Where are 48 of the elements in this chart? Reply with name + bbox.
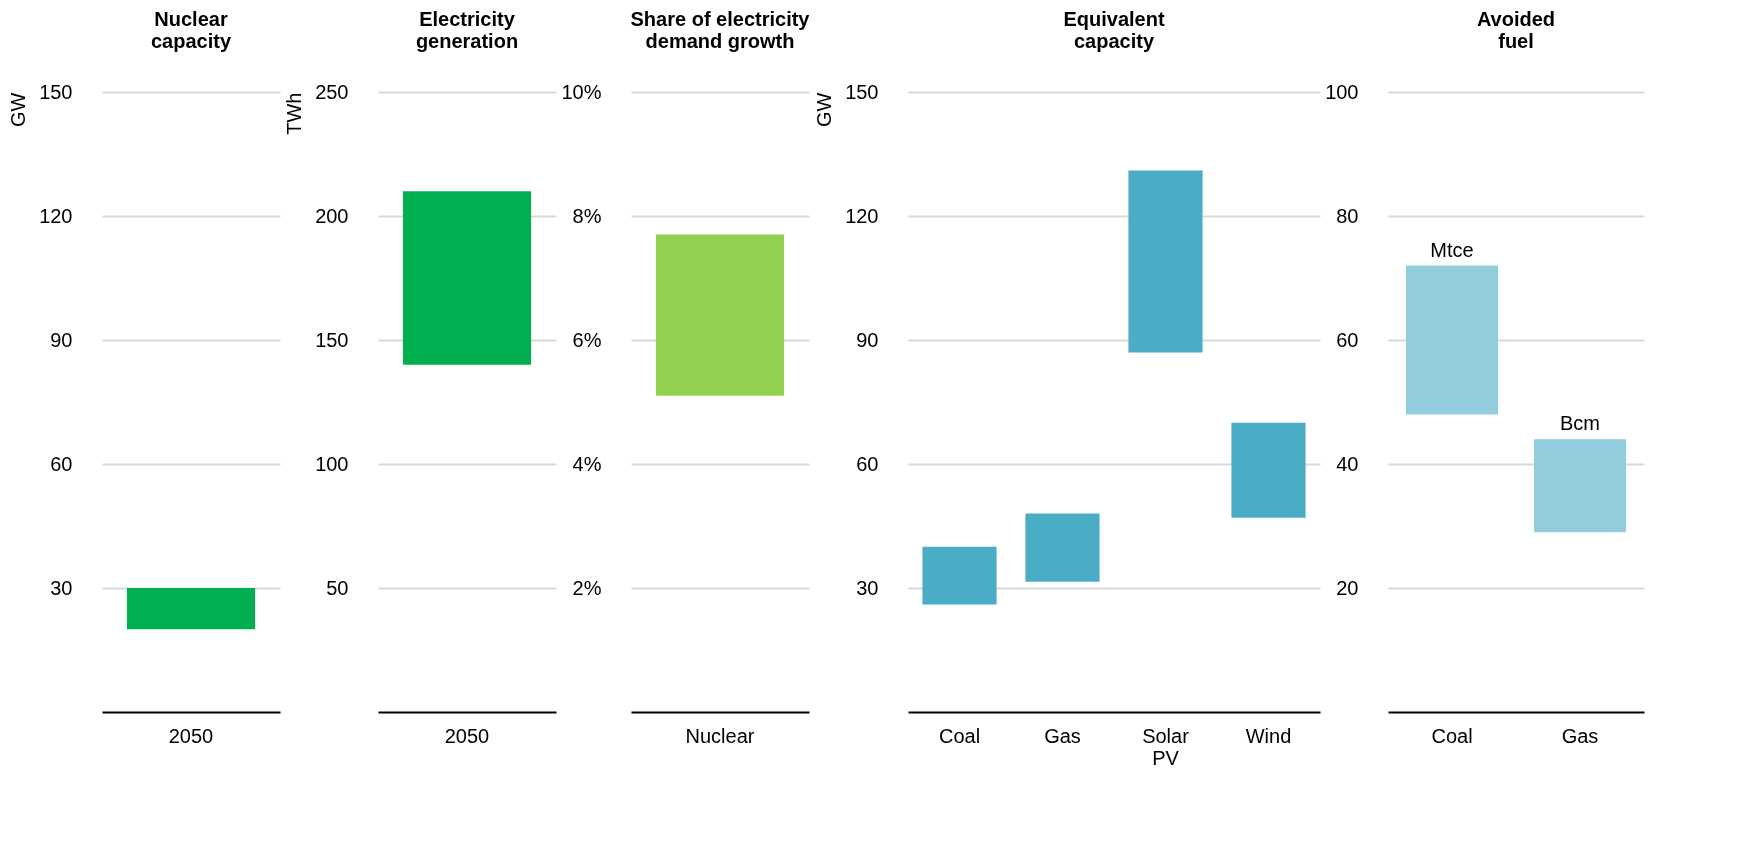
y-tick-label: 30 xyxy=(50,576,73,599)
y-tick-label: 20 xyxy=(1336,576,1359,599)
chart-title: Share of electricity demand growth xyxy=(630,8,811,52)
bar xyxy=(1025,513,1100,582)
x-tick-label: Coal xyxy=(938,724,981,747)
chart-title: Avoided fuel xyxy=(1476,8,1556,52)
x-tick-label: 2050 xyxy=(168,724,214,747)
y-tick-label: 60 xyxy=(50,452,73,475)
y-tick-label: 200 xyxy=(315,204,349,227)
y-tick-label: 10% xyxy=(561,80,602,103)
y-tick-label: 6% xyxy=(572,328,602,351)
bar xyxy=(1128,170,1203,353)
y-tick-label: 150 xyxy=(845,80,879,103)
y-tick-label: 90 xyxy=(50,328,73,351)
y-tick-label: 100 xyxy=(315,452,349,475)
x-tick-label: Gas xyxy=(1044,724,1081,747)
y-axis-title: GW xyxy=(813,92,836,127)
x-tick-label: Coal xyxy=(1431,724,1473,747)
y-tick-label: 2% xyxy=(572,576,602,599)
chart-title: Equivalent capacity xyxy=(1063,8,1165,52)
x-tick-label: Wind xyxy=(1245,724,1292,747)
y-tick-label: 90 xyxy=(856,328,879,351)
y-tick-label: 150 xyxy=(315,328,349,351)
bar xyxy=(922,546,997,605)
y-tick-label: 150 xyxy=(39,80,73,103)
y-tick-label: 50 xyxy=(326,576,349,599)
y-tick-label: 80 xyxy=(1336,204,1359,227)
x-tick-label: Nuclear xyxy=(685,724,755,747)
chart-title: Electricity generation xyxy=(415,8,519,52)
annotation: Bcm xyxy=(1560,412,1600,435)
annotation: Mtce xyxy=(1430,238,1474,261)
y-tick-label: 60 xyxy=(1336,328,1359,351)
x-tick-label: Solar PV xyxy=(1142,724,1190,769)
chart-title: Nuclear capacity xyxy=(150,8,232,52)
y-tick-label: 120 xyxy=(39,204,73,227)
y-tick-label: 250 xyxy=(315,80,349,103)
y-tick-label: 4% xyxy=(572,452,602,475)
y-tick-label: 120 xyxy=(845,204,879,227)
bar xyxy=(1231,422,1306,518)
y-tick-label: 100 xyxy=(1325,80,1359,103)
y-tick-label: 30 xyxy=(856,576,879,599)
y-tick-label: 8% xyxy=(572,204,602,227)
y-axis-title: GW xyxy=(7,92,30,127)
y-tick-label: 40 xyxy=(1336,452,1359,475)
y-tick-label: 60 xyxy=(856,452,879,475)
x-tick-label: Gas xyxy=(1561,724,1599,747)
x-tick-label: 2050 xyxy=(444,724,490,747)
y-axis-title: TWh xyxy=(283,92,306,135)
